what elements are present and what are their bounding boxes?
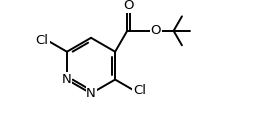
Text: Cl: Cl: [134, 84, 147, 97]
Text: Cl: Cl: [35, 34, 48, 47]
Text: O: O: [123, 0, 134, 12]
Text: O: O: [151, 24, 161, 37]
Text: N: N: [62, 73, 72, 86]
Text: N: N: [86, 87, 96, 100]
